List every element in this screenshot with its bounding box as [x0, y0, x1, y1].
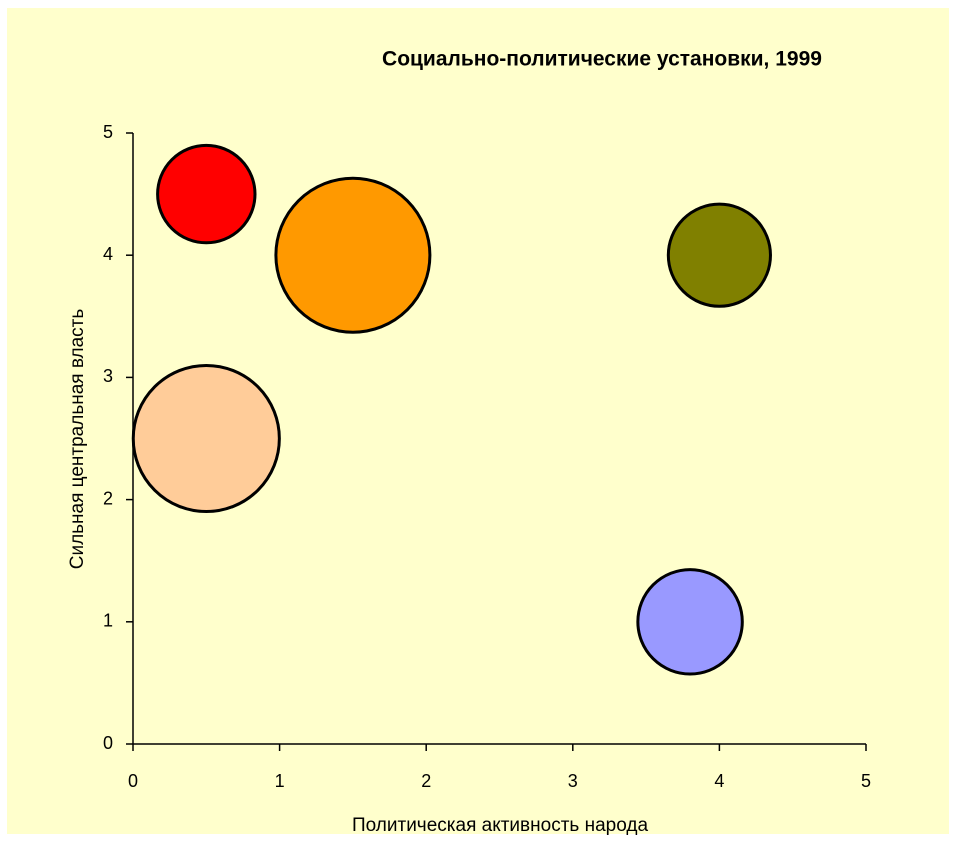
x-tick-label: 5: [861, 771, 871, 791]
y-tick-label: 0: [103, 733, 113, 753]
bubble: [156, 143, 257, 245]
bubble: [666, 202, 772, 308]
y-tick-label: 5: [103, 122, 113, 142]
x-tick-label: 3: [568, 771, 578, 791]
y-axis-label: Сильная центральная власть: [67, 309, 88, 570]
x-axis-label: Политическая активность народа: [352, 815, 648, 836]
x-tick-label: 4: [714, 771, 724, 791]
bubble: [636, 568, 744, 676]
x-tick-label: 2: [421, 771, 431, 791]
x-tick-label: 1: [275, 771, 285, 791]
y-tick-label: 2: [103, 488, 113, 508]
y-tick-label: 4: [103, 244, 113, 264]
bubble: [274, 176, 432, 334]
y-tick-label: 3: [103, 366, 113, 386]
chart-title: Социально-политические установки, 1999: [382, 48, 822, 71]
y-tick-label: 1: [103, 611, 113, 631]
x-tick-label: 0: [128, 771, 138, 791]
bubble: [131, 363, 281, 514]
